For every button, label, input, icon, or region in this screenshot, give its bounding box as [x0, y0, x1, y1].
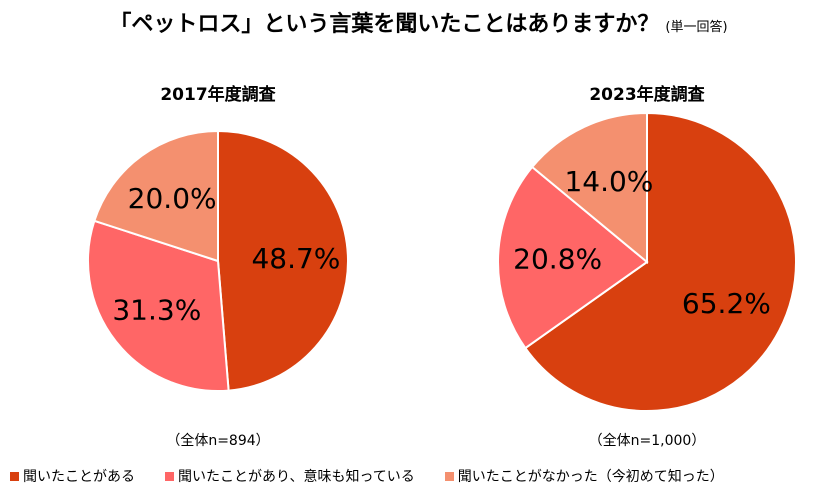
- pie-1-title: 2017年度調査: [160, 85, 276, 105]
- title-text: 「ペットロス」という言葉を聞いたことはありますか？: [109, 12, 660, 37]
- legend-label: 聞いたことがある: [23, 469, 135, 485]
- pie-slice: [87, 219, 230, 392]
- slice-label: 20.0%: [128, 182, 217, 215]
- pie-2-title: 2023年度調査: [589, 85, 705, 105]
- slice-label: 31.3%: [112, 293, 201, 326]
- title-note: (単一回答): [665, 20, 728, 35]
- pie-slice: [217, 129, 349, 392]
- legend-label: 聞いたことがあり、意味も知っている: [178, 469, 415, 485]
- slice-label: 48.7%: [251, 242, 340, 275]
- legend-swatch: [10, 472, 19, 481]
- legend-swatch: [444, 472, 454, 481]
- pie-slice: [530, 111, 648, 265]
- pie-slice: [497, 165, 649, 350]
- legend-item: 聞いたことがなかった（今初めて知った）: [444, 466, 724, 486]
- slice-label: 14.0%: [564, 165, 653, 198]
- legend-item: 聞いたことがあり、意味も知っている: [165, 466, 415, 486]
- slice-label: 65.2%: [682, 287, 771, 320]
- slice-label: 20.8%: [513, 243, 602, 276]
- legend-label: 聞いたことがなかった（今初めて知った）: [457, 469, 724, 485]
- legend-swatch: [165, 472, 174, 481]
- legend-item: 聞いたことがある: [10, 466, 135, 486]
- pie-slice: [523, 111, 797, 412]
- chart-title: 「ペットロス」という言葉を聞いたことはありますか？ (単一回答): [0, 6, 837, 38]
- pie-1-n: （全体n=894）: [166, 433, 270, 449]
- pie-slice: [93, 129, 219, 263]
- pie-2-n: （全体n=1,000）: [588, 433, 706, 449]
- legend: 聞いたことがある 聞いたことがあり、意味も知っている 聞いたことがなかった（今初…: [10, 466, 724, 486]
